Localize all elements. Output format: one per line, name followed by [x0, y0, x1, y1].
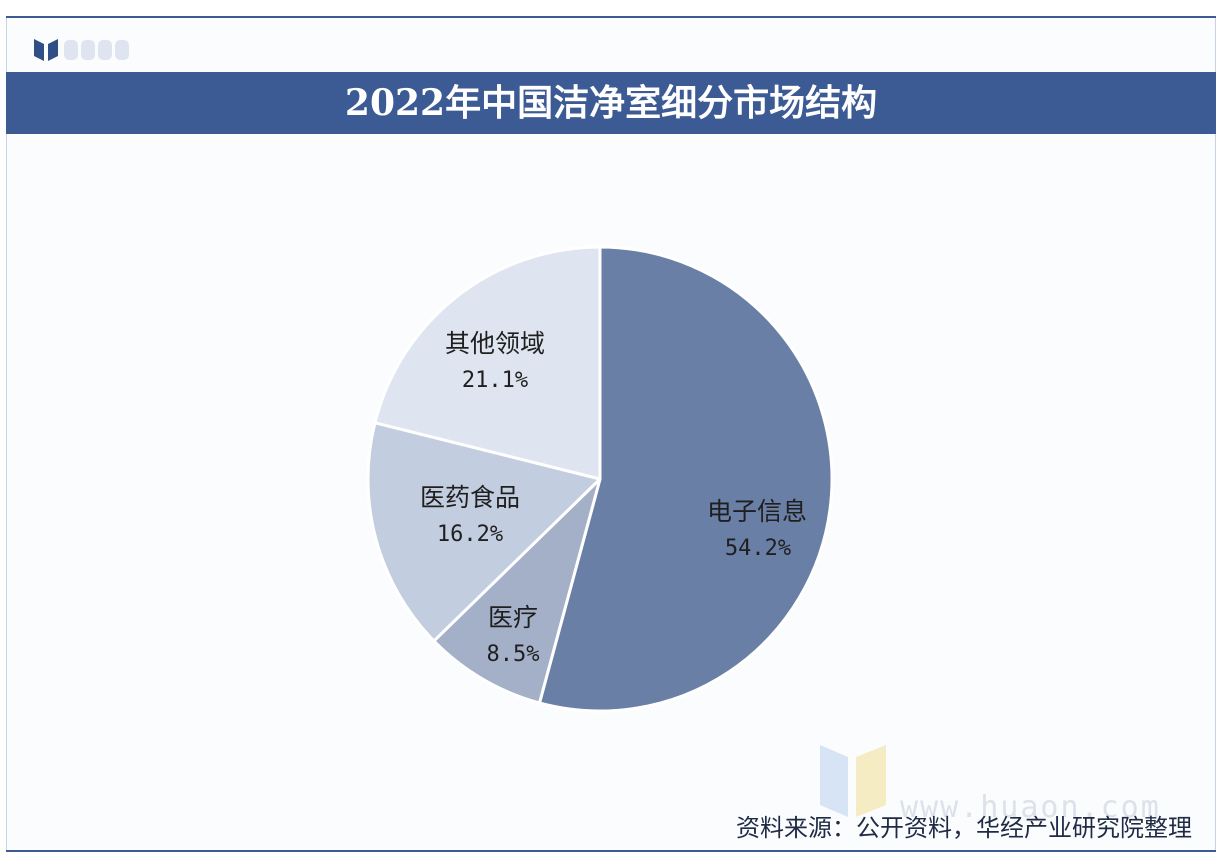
label-pharma-food: 医药食品 [420, 483, 520, 512]
value-other: 21.1% [462, 368, 528, 393]
bottom-border [6, 850, 1216, 852]
brand-logo [34, 38, 129, 62]
label-electronics: 电子信息 [707, 497, 807, 526]
title-banner: 2022年中国洁净室细分市场结构 [6, 72, 1216, 134]
logo-mark-icon [34, 39, 58, 61]
chart-title: 2022年中国洁净室细分市场结构 [344, 82, 878, 124]
slice-other [373, 245, 602, 481]
value-medical: 8.5% [487, 642, 540, 667]
label-other: 其他领域 [445, 329, 545, 358]
source-note: 资料来源：公开资料，华经产业研究院整理 [736, 814, 1192, 842]
slice-pharma-food [366, 421, 602, 643]
top-border [6, 16, 1216, 18]
value-electronics: 54.2% [725, 536, 791, 561]
watermark-url: www.huaon.com [900, 790, 1161, 825]
pie-labels: 电子信息 54.2% 医疗 8.5% 医药食品 16.2% 其他领域 21.1% [420, 329, 807, 667]
slice-medical [432, 477, 602, 705]
label-medical: 医疗 [488, 603, 538, 632]
slice-electronics [537, 245, 834, 713]
pie-slices [366, 245, 834, 713]
watermark-logo-icon [820, 745, 886, 817]
value-pharma-food: 16.2% [437, 522, 503, 547]
logo-wordmark [64, 40, 129, 60]
